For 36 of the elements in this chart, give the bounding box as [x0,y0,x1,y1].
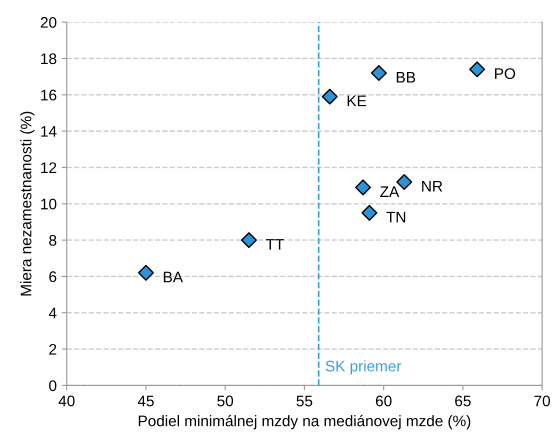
y-tick-label: 18 [41,53,56,64]
annotation: BB [396,72,416,83]
annotation: ZA [380,186,400,197]
y-tick-label: 0 [49,380,56,392]
annotation: TT [266,239,284,250]
point [240,232,257,248]
x-tick-label: 55 [296,396,312,406]
y-tick-label: 12 [41,162,56,173]
annotation: KE [348,96,366,106]
annotation: TN [386,212,406,222]
point [469,61,486,78]
point [370,65,387,81]
x-tick-label: 50 [217,396,234,406]
point [355,179,372,196]
point [361,204,378,221]
y-tick-label: 20 [40,17,56,28]
ref-line-label: SK priemer [326,360,402,375]
x-tick-label: 60 [376,396,392,406]
y-tick-label: 6 [49,271,56,282]
point [138,264,154,281]
x-tick-label: 70 [534,396,550,406]
annotation: NR [422,180,442,192]
y-tick-label: 8 [49,234,56,246]
y-tick-label: 16 [41,90,56,100]
point [322,88,338,105]
annotation: BA [164,272,183,282]
y-tick-label: 14 [41,126,57,137]
y-axis-title: Miera nezamestnanosti (%) [20,112,34,296]
x-tick-label: 65 [455,396,471,406]
y-tick-label: 2 [49,344,56,355]
x-tick-label: 40 [58,396,75,406]
x-tick-label: 45 [138,396,154,406]
y-tick-label: 10 [41,198,56,210]
x-axis-title: Podiel minimálnej mzdy na mediánovej mzde (%) [138,414,470,430]
annotation: PO [495,68,516,80]
y-tick-label: 4 [48,308,57,318]
